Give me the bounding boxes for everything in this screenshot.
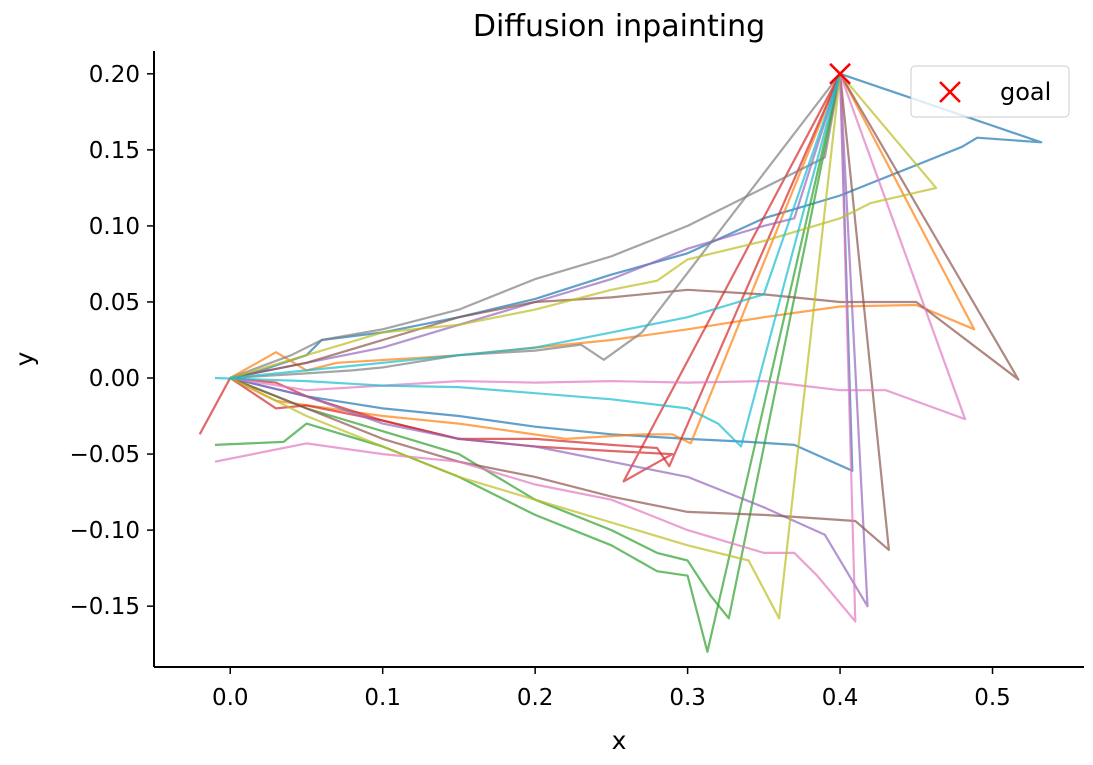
x-tick-label: 0.2 [517,685,554,711]
x-tick-label: 0.4 [822,685,859,711]
y-tick-label: 0.05 [89,290,140,316]
y-tick-label: −0.15 [70,594,140,620]
y-tick-label: −0.10 [70,518,140,544]
trajectory-line-19 [230,73,842,380]
trajectory-line-13 [214,73,857,623]
trajectory-line-3 [229,73,976,379]
y-ticks: 0.20 0.15 0.10 0.05 0.00 −0.05 −0.10 −0.15 [70,62,154,620]
x-ticks: 0.0 0.1 0.2 0.3 0.4 0.5 [212,667,1011,711]
trajectory-line-14 [230,73,967,421]
goal-marker [829,62,851,85]
trajectory-line-15 [229,73,842,380]
y-tick-label: 0.15 [89,138,140,164]
trajectory-line-2 [229,73,854,472]
trajectory-line-12 [229,73,891,552]
legend-goal-x-stroke-b [939,81,961,103]
x-tick-label: 0.3 [669,685,706,711]
axes-layer [153,51,1084,668]
trajectory-line-9 [229,73,842,380]
trajectory-line-10 [229,73,869,608]
legend: goal [910,65,1070,118]
trajectory-line-6 [214,73,842,653]
trajectory-line-16 [230,73,841,380]
y-tick-label: −0.05 [70,442,140,468]
trajectory-line-5 [229,73,842,620]
legend-goal-label: goal [1000,78,1051,106]
y-axis-label: y [10,351,39,366]
trajectory-line-4 [229,73,842,445]
trajectory-line-11 [229,73,1020,381]
trajectory-line-8 [230,73,842,468]
y-tick-label: 0.20 [89,62,140,88]
trajectory-line-17 [229,73,938,380]
x-tick-label: 0.0 [212,685,249,711]
chart-title: Diffusion inpainting [473,9,765,44]
x-axis-label: x [612,726,627,755]
legend-goal-marker [939,81,961,103]
goal-layer [829,62,851,85]
trajectory-line-7 [198,73,842,483]
x-tick-label: 0.1 [364,685,401,711]
legend-box [910,65,1070,118]
goal-marker-stroke-b [829,62,851,85]
series-layer [198,72,1043,653]
y-tick-label: 0.10 [89,214,140,240]
x-tick-label: 0.5 [974,685,1011,711]
trajectory-line-18 [229,73,842,620]
y-tick-label: 0.00 [89,366,140,392]
legend-goal-x [939,81,961,103]
trajectory-line-20 [214,73,842,448]
